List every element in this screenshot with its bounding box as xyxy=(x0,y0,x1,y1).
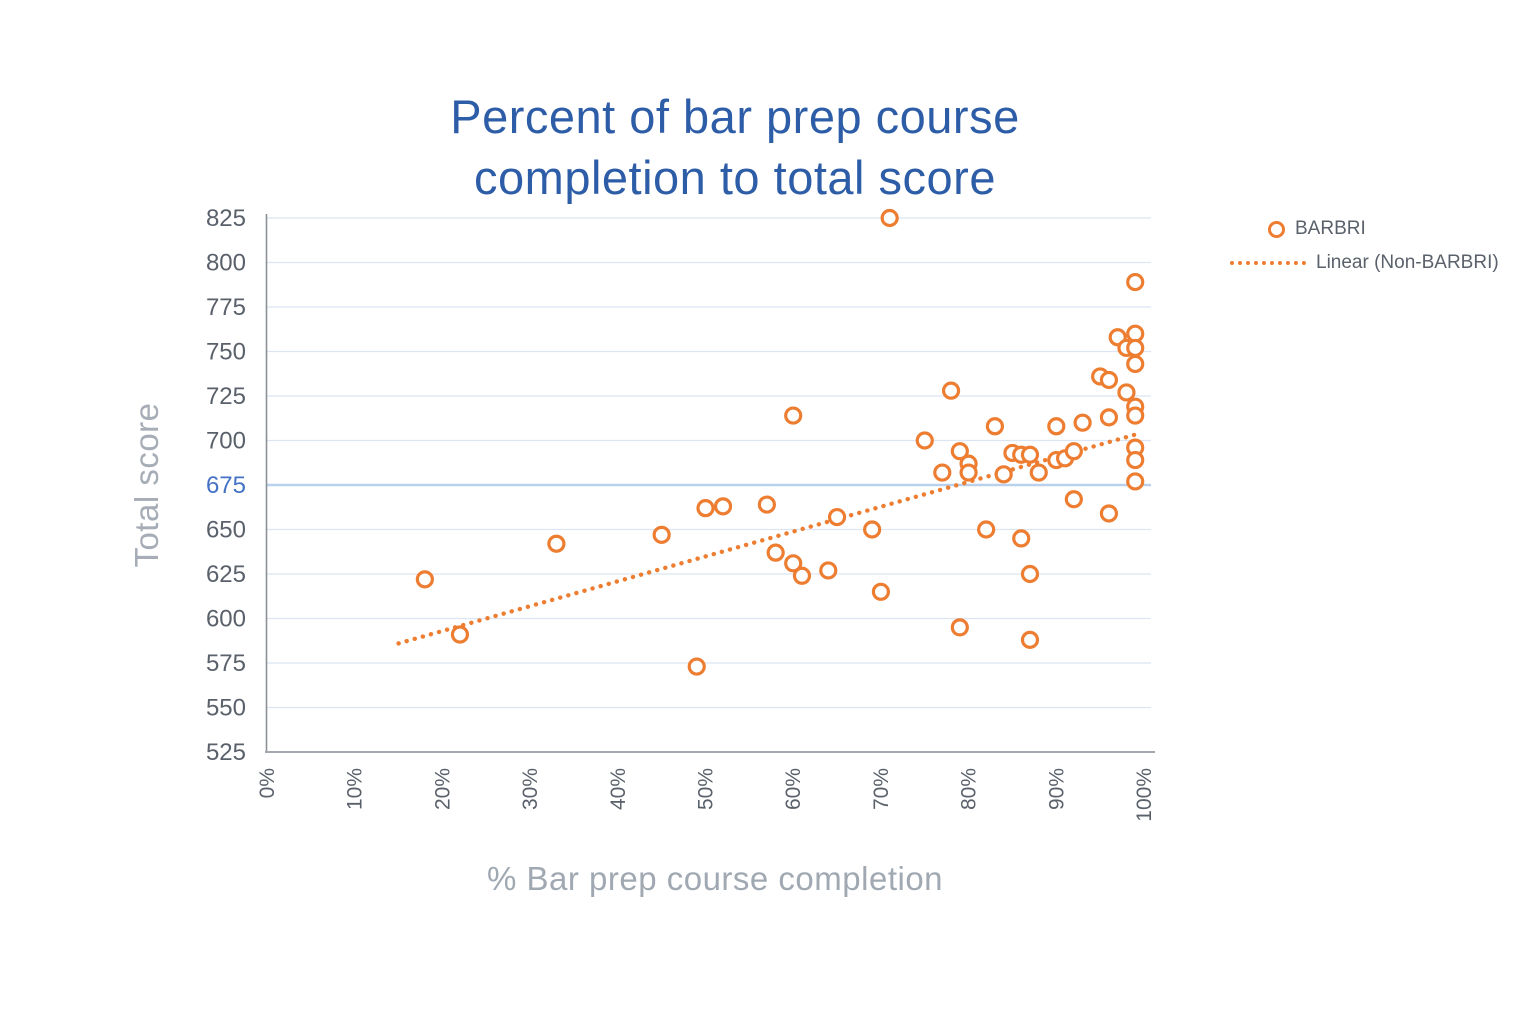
data-point xyxy=(1012,529,1031,548)
x-axis-title: % Bar prep course completion xyxy=(486,860,944,897)
x-tick-label: 50% xyxy=(695,768,718,810)
y-tick-label: 550 xyxy=(206,695,246,722)
y-tick-label: 725 xyxy=(206,383,246,410)
data-point xyxy=(1099,370,1119,390)
y-tick-label: 625 xyxy=(206,561,246,588)
data-point xyxy=(415,570,434,589)
data-point xyxy=(757,495,776,514)
x-tick-label: 0% xyxy=(256,768,279,798)
data-point xyxy=(784,406,803,425)
data-point xyxy=(863,520,882,539)
data-point xyxy=(941,381,961,400)
data-point xyxy=(915,431,934,450)
y-tick-label: 700 xyxy=(206,428,246,455)
y-tick-label: 800 xyxy=(206,250,246,277)
data-point xyxy=(1020,564,1040,584)
x-tick-label: 100% xyxy=(1133,768,1156,822)
chart-title-line2: completion to total score xyxy=(474,150,996,204)
data-point xyxy=(994,465,1013,484)
data-point xyxy=(1117,383,1136,402)
legend: BARBRI Linear (Non-BARBRI) xyxy=(1230,216,1499,284)
circle-marker-icon xyxy=(1268,220,1285,238)
x-tick-label: 20% xyxy=(431,768,454,810)
y-tick-label: 675 xyxy=(206,472,246,499)
data-point xyxy=(1099,408,1119,427)
data-point xyxy=(819,561,838,580)
data-point xyxy=(1126,406,1145,425)
data-point xyxy=(950,618,969,637)
data-point xyxy=(1020,445,1040,464)
legend-label-barbri: BARBRI xyxy=(1295,218,1366,239)
chart-title-line1: Percent of bar prep course xyxy=(450,90,1020,144)
data-point xyxy=(1099,504,1119,523)
data-point xyxy=(977,520,996,539)
data-point xyxy=(687,657,706,676)
data-point xyxy=(450,625,470,644)
y-tick-label: 650 xyxy=(206,517,246,544)
y-tick-label: 750 xyxy=(206,339,246,366)
x-tick-label: 40% xyxy=(607,768,630,810)
data-point xyxy=(1047,417,1066,436)
x-tick-label: 70% xyxy=(870,768,893,810)
data-point xyxy=(871,582,891,601)
x-tick-label: 60% xyxy=(782,768,805,810)
trendline-linear-non-barbri xyxy=(396,431,1142,646)
x-tick-label: 80% xyxy=(958,768,981,810)
data-point xyxy=(950,442,969,461)
data-point xyxy=(933,463,952,482)
data-point xyxy=(792,566,812,585)
data-point xyxy=(652,525,671,544)
data-point xyxy=(713,497,733,516)
legend-label-linear: Linear (Non-BARBRI) xyxy=(1316,252,1499,273)
x-tick-label: 30% xyxy=(519,768,542,810)
data-point xyxy=(880,208,899,228)
data-point xyxy=(1064,490,1083,509)
y-tick-label: 600 xyxy=(206,606,246,633)
x-tick-label: 90% xyxy=(1045,768,1068,810)
data-point xyxy=(766,543,785,562)
legend-item-linear: Linear (Non-BARBRI) xyxy=(1230,250,1499,276)
data-point xyxy=(1126,472,1145,491)
x-tick-label: 10% xyxy=(344,768,367,810)
data-point xyxy=(1126,338,1145,358)
data-point xyxy=(985,417,1005,436)
y-tick-label: 825 xyxy=(206,205,246,232)
data-point xyxy=(1126,272,1145,292)
data-point xyxy=(1029,463,1048,482)
dotted-line-icon xyxy=(1230,261,1306,265)
data-point xyxy=(547,534,566,553)
data-point xyxy=(784,554,803,573)
y-tick-label: 575 xyxy=(206,650,246,677)
legend-item-barbri: BARBRI xyxy=(1268,216,1499,242)
data-point xyxy=(696,499,715,518)
chart-title: Percent of bar prep course completion to … xyxy=(0,87,1470,207)
data-point xyxy=(1126,450,1145,470)
data-point xyxy=(959,463,978,482)
data-point xyxy=(1073,413,1092,432)
y-tick-label: 775 xyxy=(206,294,246,321)
data-point xyxy=(1064,442,1083,461)
data-point xyxy=(1020,630,1040,649)
y-tick-label: 525 xyxy=(206,739,246,766)
data-point xyxy=(1126,354,1145,374)
data-point xyxy=(827,507,847,527)
